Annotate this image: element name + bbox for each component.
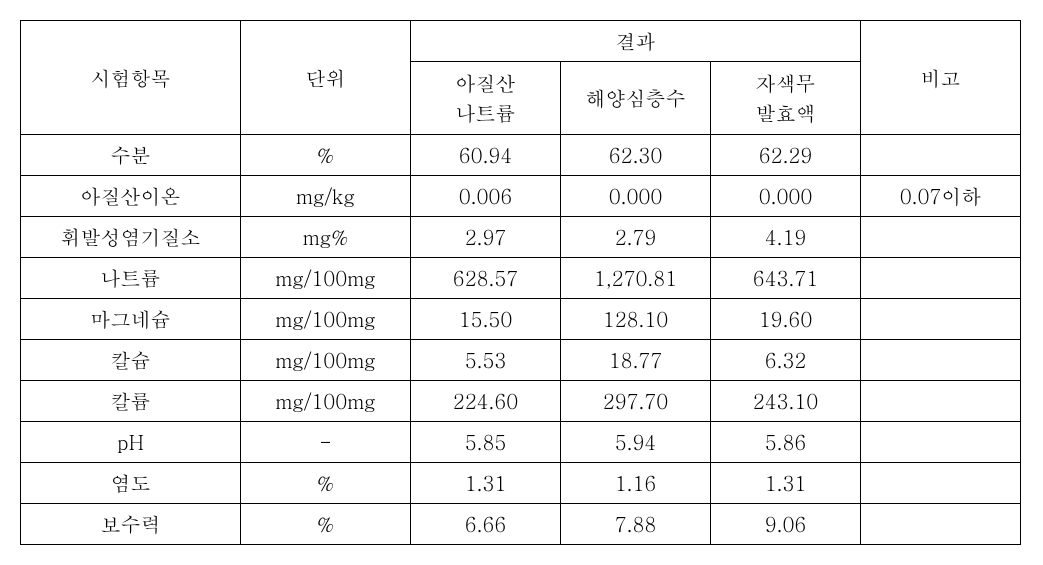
cell-c: 62.29 [711, 135, 861, 176]
table-row: 나트륨mg/100mg628.571,270.81643.71 [21, 258, 1021, 299]
cell-a: 5.53 [411, 340, 561, 381]
cell-item: pH [21, 422, 241, 463]
cell-b: 5.94 [561, 422, 711, 463]
cell-c: 9.06 [711, 504, 861, 545]
header-results: 결과 [411, 21, 861, 62]
cell-b: 128.10 [561, 299, 711, 340]
header-unit: 단위 [241, 21, 411, 135]
cell-item: 수분 [21, 135, 241, 176]
cell-item: 마그네슘 [21, 299, 241, 340]
cell-item: 휘발성염기질소 [21, 217, 241, 258]
cell-item: 아질산이온 [21, 176, 241, 217]
cell-unit: mg/100mg [241, 258, 411, 299]
cell-note [861, 381, 1021, 422]
table-row: 수분%60.9462.3062.29 [21, 135, 1021, 176]
cell-unit: mg/100mg [241, 299, 411, 340]
cell-unit: - [241, 422, 411, 463]
table-row: 칼슘mg/100mg5.5318.776.32 [21, 340, 1021, 381]
cell-b: 62.30 [561, 135, 711, 176]
cell-note [861, 299, 1021, 340]
cell-b: 7.88 [561, 504, 711, 545]
cell-c: 0.000 [711, 176, 861, 217]
table-row: 아질산이온mg/kg0.0060.0000.0000.07이하 [21, 176, 1021, 217]
cell-note [861, 422, 1021, 463]
cell-unit: % [241, 463, 411, 504]
cell-a: 60.94 [411, 135, 561, 176]
table-row: 휘발성염기질소mg%2.972.794.19 [21, 217, 1021, 258]
cell-unit: % [241, 504, 411, 545]
cell-note [861, 504, 1021, 545]
cell-c: 6.32 [711, 340, 861, 381]
header-sub-a: 아질산나트륨 [411, 62, 561, 135]
cell-item: 보수력 [21, 504, 241, 545]
table-row: 보수력%6.667.889.06 [21, 504, 1021, 545]
cell-item: 칼륨 [21, 381, 241, 422]
cell-c: 243.10 [711, 381, 861, 422]
cell-note [861, 340, 1021, 381]
cell-note [861, 135, 1021, 176]
cell-item: 염도 [21, 463, 241, 504]
cell-unit: mg/100mg [241, 340, 411, 381]
cell-a: 1.31 [411, 463, 561, 504]
cell-b: 18.77 [561, 340, 711, 381]
cell-b: 0.000 [561, 176, 711, 217]
table-row: pH-5.855.945.86 [21, 422, 1021, 463]
table-row: 마그네슘mg/100mg15.50128.1019.60 [21, 299, 1021, 340]
header-sub-c: 자색무발효액 [711, 62, 861, 135]
cell-a: 5.85 [411, 422, 561, 463]
table-body: 수분%60.9462.3062.29아질산이온mg/kg0.0060.0000.… [21, 135, 1021, 545]
cell-unit: mg/100mg [241, 381, 411, 422]
cell-a: 15.50 [411, 299, 561, 340]
cell-b: 297.70 [561, 381, 711, 422]
header-item: 시험항목 [21, 21, 241, 135]
header-sub-b: 해양심층수 [561, 62, 711, 135]
cell-c: 1.31 [711, 463, 861, 504]
cell-b: 2.79 [561, 217, 711, 258]
cell-c: 5.86 [711, 422, 861, 463]
cell-c: 19.60 [711, 299, 861, 340]
cell-c: 4.19 [711, 217, 861, 258]
cell-item: 칼슘 [21, 340, 241, 381]
results-table: 시험항목 단위 결과 비고 아질산나트륨 해양심층수 자색무발효액 수분%60.… [20, 20, 1021, 545]
cell-note [861, 258, 1021, 299]
cell-item: 나트륨 [21, 258, 241, 299]
cell-unit: mg% [241, 217, 411, 258]
cell-b: 1,270.81 [561, 258, 711, 299]
cell-a: 0.006 [411, 176, 561, 217]
cell-b: 1.16 [561, 463, 711, 504]
table-row: 칼륨mg/100mg224.60297.70243.10 [21, 381, 1021, 422]
cell-unit: % [241, 135, 411, 176]
table-header: 시험항목 단위 결과 비고 아질산나트륨 해양심층수 자색무발효액 [21, 21, 1021, 135]
cell-note [861, 463, 1021, 504]
cell-a: 2.97 [411, 217, 561, 258]
cell-note: 0.07이하 [861, 176, 1021, 217]
cell-c: 643.71 [711, 258, 861, 299]
table-row: 염도%1.311.161.31 [21, 463, 1021, 504]
cell-a: 628.57 [411, 258, 561, 299]
cell-note [861, 217, 1021, 258]
cell-a: 6.66 [411, 504, 561, 545]
header-note: 비고 [861, 21, 1021, 135]
cell-a: 224.60 [411, 381, 561, 422]
cell-unit: mg/kg [241, 176, 411, 217]
